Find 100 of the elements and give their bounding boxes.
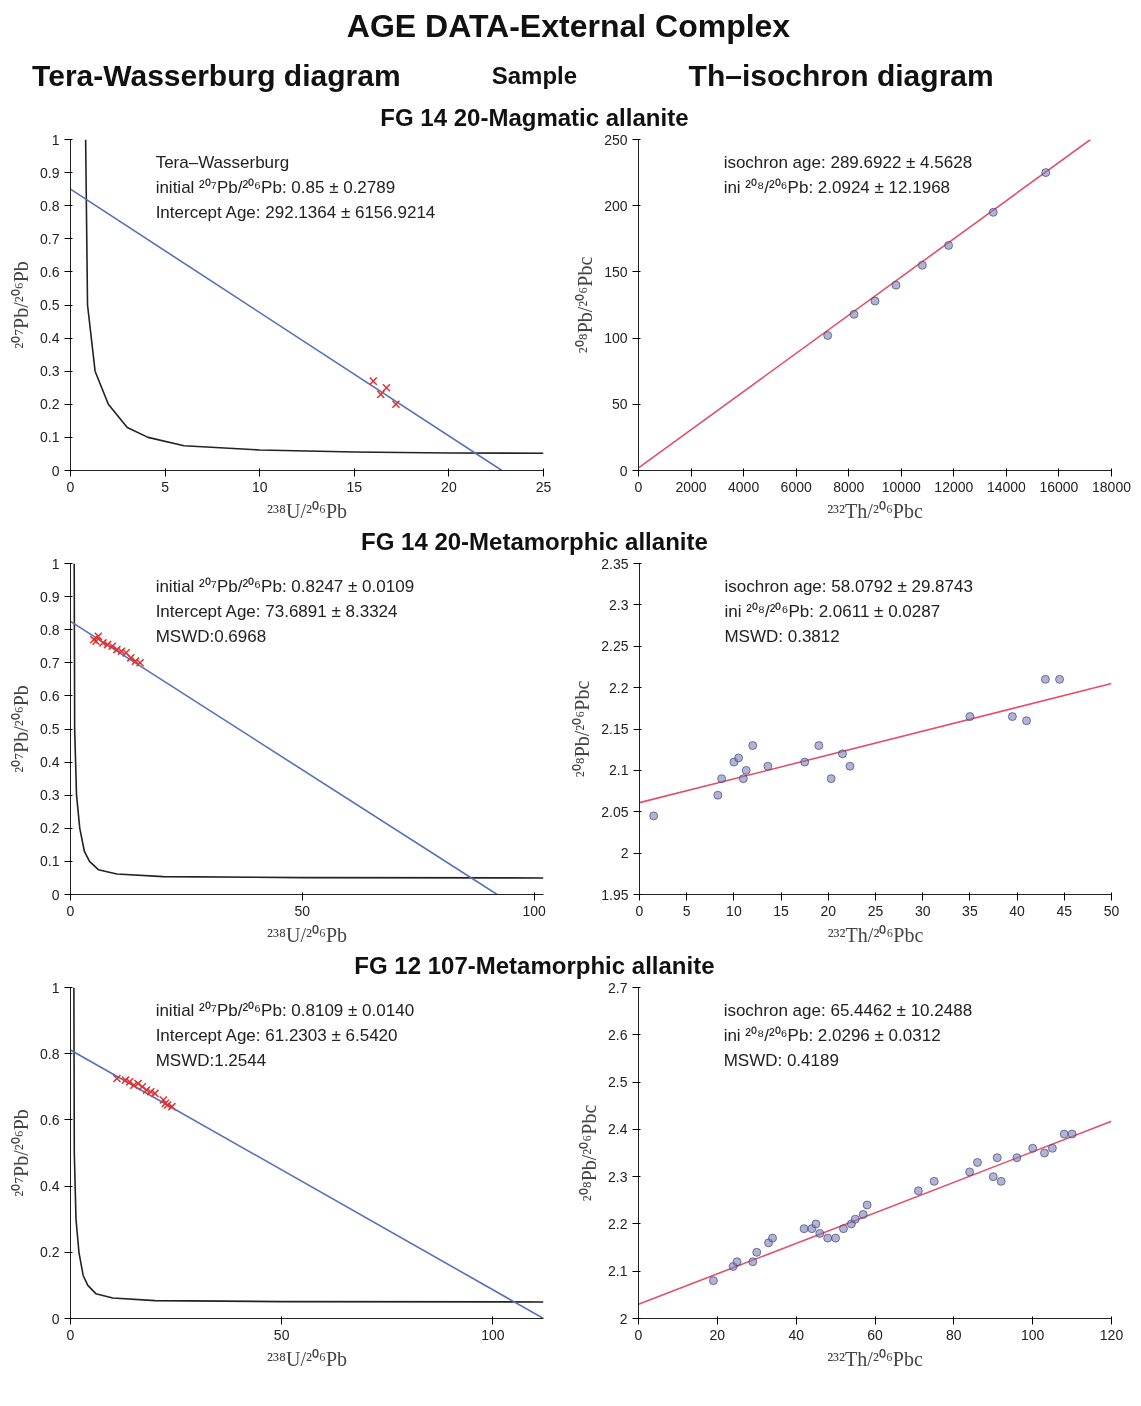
point (996, 1176, 1006, 1186)
annotation: MSWD: 0.3812 (724, 626, 840, 646)
point (649, 811, 659, 821)
x-tick-label: 100 (481, 1326, 505, 1343)
point (738, 774, 748, 784)
y-tick-label: 2.5 (608, 1074, 628, 1091)
x-tick-label: 40 (1009, 902, 1026, 919)
y-axis-title: ²⁰⁸Pb/²⁰⁶Pbc (574, 256, 597, 354)
point (1067, 1129, 1077, 1139)
line-series (73, 563, 544, 879)
point (146, 1087, 156, 1097)
point (823, 330, 833, 340)
y-tick-label: 0.4 (40, 1178, 60, 1195)
y-tick-label: 0 (619, 462, 628, 479)
y-tick-label: 1.95 (601, 886, 629, 903)
y-tick-label: 0.8 (40, 1045, 60, 1062)
text: Sample (491, 62, 578, 89)
point (831, 1233, 841, 1243)
point (382, 383, 391, 393)
point (1041, 168, 1051, 178)
annotation: isochron age: 65.4462 ± 10.2488 (723, 1001, 973, 1021)
annotation: ini ²⁰⁸/²⁰⁶Pb: 2.0924 ± 12.1968 (723, 177, 951, 197)
annotation: Intercept Age: 73.6891 ± 8.3324 (155, 601, 398, 621)
annotation: MSWD: 0.4189 (723, 1050, 839, 1070)
y-tick-label: 1 (51, 979, 60, 996)
point (763, 761, 773, 771)
point (858, 1209, 868, 1219)
x-axis-title: ²³²Th/²⁰⁶Pbc (827, 1347, 923, 1370)
point (838, 1224, 848, 1234)
y-tick-label: 0.4 (40, 330, 60, 347)
point (732, 1257, 742, 1267)
x-tick-label: 0 (66, 478, 75, 495)
y-tick-label: 150 (604, 263, 628, 280)
point (826, 774, 836, 784)
x-tick-label: 20 (820, 902, 837, 919)
y-tick-label: 2.35 (601, 555, 629, 572)
point (972, 1157, 982, 1167)
y-tick-label: 2.1 (608, 1263, 628, 1280)
y-tick-label: 0.4 (40, 754, 60, 771)
y-tick-label: 0.2 (40, 1244, 60, 1261)
x-tick-label: 15 (346, 478, 363, 495)
point (944, 240, 954, 250)
x-tick-label: 5 (161, 478, 170, 495)
y-tick-label: 0.3 (40, 363, 60, 380)
y-tick-label: 2 (620, 845, 629, 862)
x-tick-label: 30 (914, 902, 931, 919)
x-tick-label: 15 (773, 902, 790, 919)
x-tick-label: 100 (522, 902, 547, 919)
y-tick-label: 2.3 (608, 1168, 628, 1185)
x-tick-label: 2000 (675, 478, 707, 495)
point (988, 207, 998, 217)
y-axis-title: ²⁰⁸Pb/²⁰⁶Pbc (571, 680, 594, 778)
point (965, 712, 975, 722)
point (850, 1214, 860, 1224)
y-tick-label: 2.05 (601, 803, 629, 820)
x-tick-label: 45 (1056, 902, 1073, 919)
text: AGE DATA-External Complex (346, 7, 791, 44)
y-tick-label: 2.2 (609, 679, 629, 696)
chart-title: FG 14 20-Metamorphic allanite (361, 528, 708, 555)
y-tick-label: 0.5 (40, 297, 60, 313)
x-tick-label: 25 (867, 902, 884, 919)
point (1040, 674, 1050, 684)
annotation: isochron age: 58.0792 ± 29.8743 (724, 577, 973, 597)
chart-title: FG 14 20-Magmatic allanite (380, 104, 689, 131)
y-axis-title: ²⁰⁸Pb/²⁰⁶Pbc (578, 1104, 601, 1202)
x-tick-label: 14000 (986, 478, 1027, 495)
x-tick-label: 0 (66, 902, 75, 919)
point (913, 1186, 923, 1196)
x-tick-label: 10 (726, 902, 742, 919)
x-tick-label: 0 (634, 478, 643, 495)
point (1028, 1143, 1038, 1153)
y-tick-label: 50 (611, 396, 628, 413)
x-tick-label: 10 (251, 478, 268, 495)
x-tick-label: 60 (867, 1326, 883, 1343)
y-tick-label: 1 (51, 131, 60, 148)
annotation: initial ²⁰⁷Pb/²⁰⁶Pb: 0.8247 ± 0.0109 (155, 577, 415, 597)
annotation: initial ²⁰⁷Pb/²⁰⁶Pb: 0.8109 ± 0.0140 (155, 1001, 415, 1021)
y-tick-label: 0.1 (40, 853, 60, 870)
point (988, 1172, 998, 1182)
point (965, 1167, 975, 1177)
point (1039, 1148, 1049, 1158)
point (1047, 1143, 1057, 1153)
x-tick-label: 16000 (1039, 478, 1079, 495)
x-tick-label: 6000 (780, 478, 812, 495)
annotation: ini ²⁰⁸/²⁰⁶Pb: 2.0296 ± 0.0312 (723, 1025, 941, 1045)
point (814, 741, 824, 751)
x-tick-label: 10000 (881, 478, 921, 495)
annotation: isochron age: 289.6922 ± 4.5628 (723, 153, 973, 173)
annotation: Intercept Age: 61.2303 ± 6.5420 (155, 1025, 398, 1045)
y-tick-label: 100 (604, 330, 628, 347)
point (752, 1247, 762, 1257)
point (376, 390, 386, 399)
point (713, 790, 723, 800)
point (1012, 1153, 1022, 1163)
x-axis-title: ²³⁸U/²⁰⁶Pb (266, 499, 348, 522)
point (811, 1219, 821, 1229)
annotation: Tera–Wasserburg (155, 153, 290, 173)
x-tick-label: 0 (634, 1326, 643, 1343)
point (849, 309, 859, 319)
point (112, 645, 122, 654)
